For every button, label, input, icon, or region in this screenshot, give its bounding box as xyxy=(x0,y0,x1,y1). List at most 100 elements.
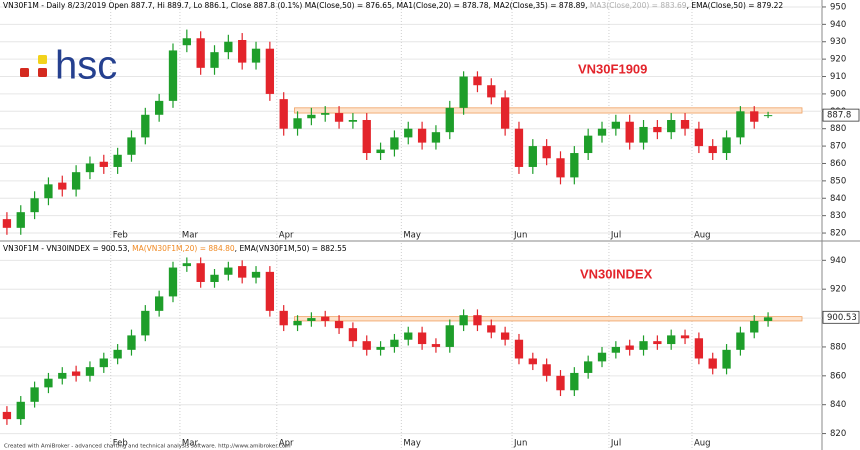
header-segment: VN30F1M - VN30INDEX = 900.53, xyxy=(3,244,132,253)
candle-body xyxy=(58,372,67,379)
last-value-box xyxy=(822,108,860,122)
candle-body xyxy=(763,317,773,321)
candle-body xyxy=(473,315,482,326)
y-tick-label: 880 xyxy=(830,342,846,352)
logo-square xyxy=(38,68,47,77)
candle-body xyxy=(155,100,164,115)
candle-body xyxy=(459,76,468,108)
x-tick-label: Jul xyxy=(610,439,621,449)
candle-body xyxy=(750,111,759,122)
x-tick-label: Jun xyxy=(513,231,527,241)
candle-body xyxy=(514,128,524,167)
x-tick-label: Feb xyxy=(113,231,128,241)
y-tick-label: 840 xyxy=(830,194,846,204)
candle-body xyxy=(708,358,717,369)
candle-body xyxy=(639,341,648,350)
y-tick-label: 940 xyxy=(830,256,846,266)
candle-body xyxy=(348,120,358,122)
candle-body xyxy=(556,158,565,178)
x-tick-label: Mar xyxy=(182,439,199,449)
candle-body xyxy=(265,48,275,94)
candle-body xyxy=(238,40,247,63)
y-tick-label: 840 xyxy=(830,400,846,410)
last-value-box xyxy=(822,310,860,324)
candle-body xyxy=(44,378,53,388)
y-tick-label: 820 xyxy=(830,229,846,239)
candle-body xyxy=(611,121,620,129)
x-tick-label: Mar xyxy=(182,231,199,241)
candle-body xyxy=(321,113,330,115)
candle-body xyxy=(30,198,39,213)
header-segment: MA(VN30F1M,20) = 884.80 xyxy=(132,244,235,253)
candle-body xyxy=(334,113,344,122)
y-tick-label: 850 xyxy=(830,176,846,186)
candle-body xyxy=(293,320,302,326)
candle-body xyxy=(763,115,773,117)
x-tick-label: Feb xyxy=(113,439,128,449)
candle-body xyxy=(404,332,413,340)
logo-square xyxy=(38,55,47,64)
candle-body xyxy=(487,85,496,98)
candle-body xyxy=(431,132,441,143)
candle-body xyxy=(307,318,316,321)
candle-body xyxy=(182,38,191,46)
y-tick-label: 820 xyxy=(830,429,846,439)
candle-body xyxy=(445,107,454,133)
candle-body xyxy=(390,339,399,347)
candle-body xyxy=(584,135,593,154)
candle-body xyxy=(611,346,620,353)
resistance-band xyxy=(294,107,803,114)
candle-body xyxy=(210,52,219,68)
candle-body xyxy=(625,121,634,143)
candle-body xyxy=(85,367,95,376)
candle-body xyxy=(694,128,704,147)
candle-body xyxy=(99,161,108,167)
y-tick-label: 910 xyxy=(830,72,846,82)
x-tick-label: Jul xyxy=(610,231,621,241)
candle-body xyxy=(514,339,524,359)
footer: Created with AmiBroker - advanced charti… xyxy=(4,444,291,450)
candle-body xyxy=(404,128,413,138)
candle-body xyxy=(667,335,676,345)
x-tick-label: May xyxy=(403,231,421,241)
y-tick-label: 900 xyxy=(830,89,846,99)
candle-body xyxy=(750,320,759,333)
candle-body xyxy=(694,338,704,359)
candle-body xyxy=(473,76,482,86)
candle-body xyxy=(667,120,676,133)
candle-body xyxy=(321,316,330,321)
candle-body xyxy=(279,310,288,326)
candle-body xyxy=(71,172,81,190)
candle-body xyxy=(251,48,261,63)
y-tick-label: 860 xyxy=(830,371,846,381)
logo-square xyxy=(20,68,29,77)
logo-text: hsc xyxy=(55,44,117,88)
y-tick-label: 860 xyxy=(830,159,846,169)
panel: 820840860880900920940FebMarAprMayJunJulA… xyxy=(0,243,860,449)
candle-body xyxy=(722,349,731,369)
candle-body xyxy=(708,146,717,154)
candle-body xyxy=(155,296,164,311)
y-tick-label: 920 xyxy=(830,285,846,295)
header-segment: VN30F1M - Daily 8/23/2019 Open 887.7, Hi… xyxy=(3,1,590,10)
candle-body xyxy=(210,274,219,282)
candle-body xyxy=(196,263,205,282)
candle-body xyxy=(680,120,690,129)
candle-body xyxy=(113,349,122,359)
candle-body xyxy=(500,332,510,340)
candle-body xyxy=(556,375,565,391)
candle-body xyxy=(224,41,233,53)
candle-body xyxy=(376,149,385,154)
panel: 8208308408508608708808909009109209309409… xyxy=(0,0,860,241)
candle-body xyxy=(542,146,551,159)
panel-header: VN30F1M - Daily 8/23/2019 Open 887.7, Hi… xyxy=(3,1,783,10)
candle-body xyxy=(348,328,358,342)
candle-body xyxy=(459,315,468,326)
candle-body xyxy=(238,266,247,278)
panel-header: VN30F1M - VN30INDEX = 900.53, MA(VN30F1M… xyxy=(3,244,347,253)
candle-body xyxy=(653,341,662,345)
candle-body xyxy=(390,137,399,150)
resistance-band xyxy=(294,316,803,322)
